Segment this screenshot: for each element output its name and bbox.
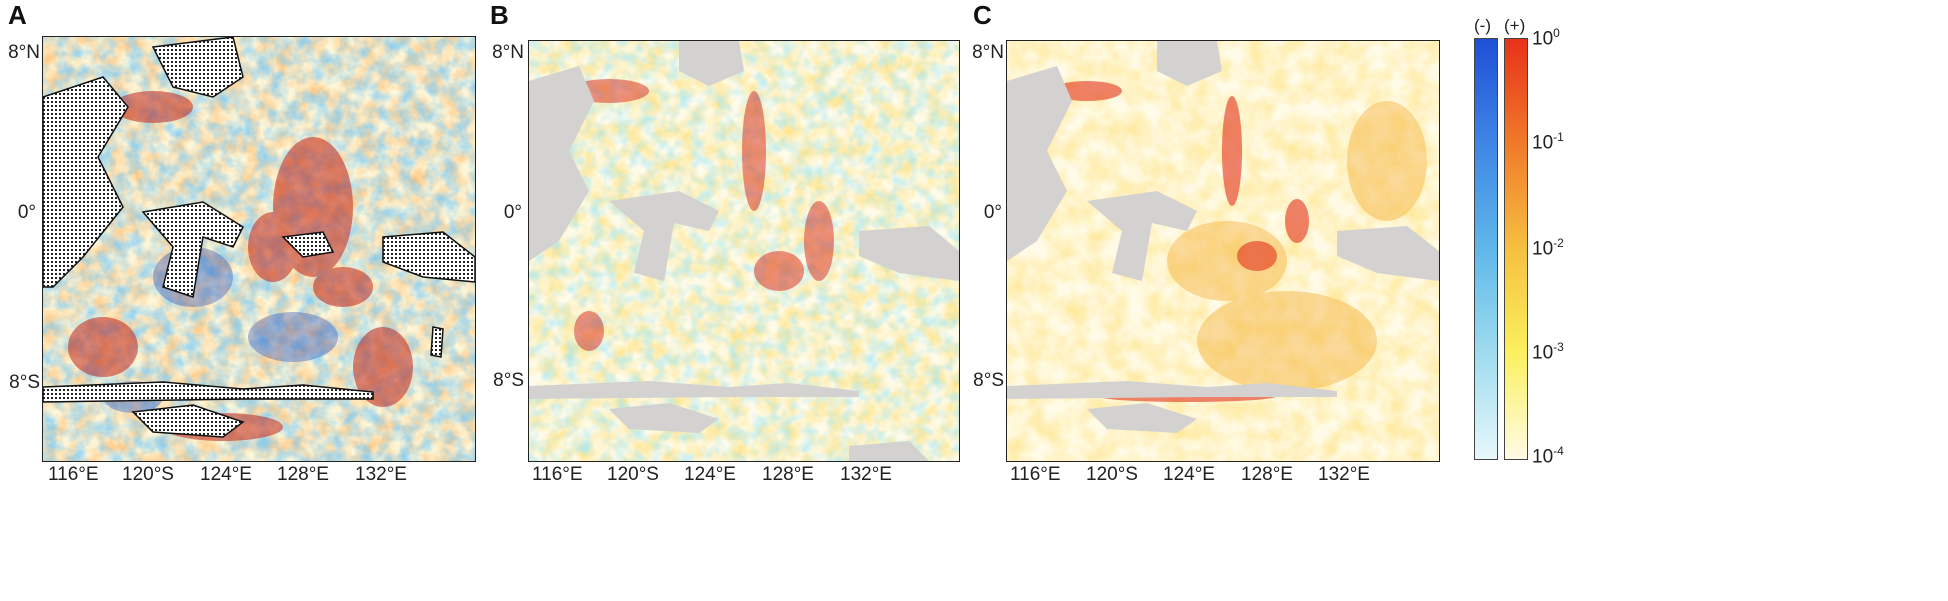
colorbar-tick-2: 10-2 (1532, 236, 1564, 260)
panel-b-lon-128e: 128°E (762, 464, 814, 485)
map-panel-c (1006, 40, 1440, 462)
map-panel-b-field (529, 41, 959, 461)
panel-a-lon-128e: 128°E (277, 464, 329, 485)
colorbar-tick-1: 10-1 (1532, 130, 1564, 154)
panel-c-lat-0: 0° (983, 202, 1002, 223)
map-panel-b (528, 40, 960, 462)
colorbar-negative (1474, 38, 1498, 460)
map-panel-a (42, 36, 476, 462)
panel-c-lon-132e: 132°E (1318, 464, 1370, 485)
panel-a-lat-0: 0° (17, 202, 36, 223)
panel-a-lon-132e: 132°E (355, 464, 407, 485)
colorbar-positive (1504, 38, 1528, 460)
map-panel-c-field (1007, 41, 1439, 461)
panel-b-lat-0: 0° (503, 202, 522, 223)
panel-a-lon-116e: 116°E (48, 464, 99, 485)
colorbar-tick-0: 100 (1532, 26, 1560, 50)
panel-b-lat-8s: 8°S (493, 370, 524, 391)
panel-b-lon-132e: 132°E (840, 464, 892, 485)
panel-c-lon-116e: 116°E (1010, 464, 1061, 485)
colorbar-tick-3: 10-3 (1532, 340, 1564, 364)
panel-c-lat-8s: 8°S (973, 370, 1004, 391)
colorbar-tick-4: 10-4 (1532, 444, 1564, 468)
colorbar-negative-label: (-) (1474, 16, 1491, 35)
panel-a-lon-124e: 124°E (200, 464, 252, 485)
panel-b-lon-120s: 120°S (607, 464, 659, 485)
panel-c-lon-124e: 124°E (1163, 464, 1215, 485)
panel-c-lon-128e: 128°E (1241, 464, 1293, 485)
panel-c-lat-8n: 8°N (972, 42, 1004, 63)
panel-a-lat-8s: 8°S (9, 372, 40, 393)
panel-b-lon-116e: 116°E (532, 464, 583, 485)
panel-c-lon-120s: 120°S (1086, 464, 1138, 485)
panel-b-lon-124e: 124°E (684, 464, 736, 485)
panel-letter-c: C (973, 0, 992, 30)
map-panel-a-field (43, 37, 475, 461)
panel-letter-a: A (8, 0, 27, 30)
panel-b-lat-8n: 8°N (492, 42, 524, 63)
colorbar-positive-label: (+) (1504, 16, 1526, 35)
panel-a-lon-120s: 120°S (122, 464, 174, 485)
panel-letter-b: B (490, 0, 509, 30)
panel-a-lat-8n: 8°N (8, 42, 40, 63)
